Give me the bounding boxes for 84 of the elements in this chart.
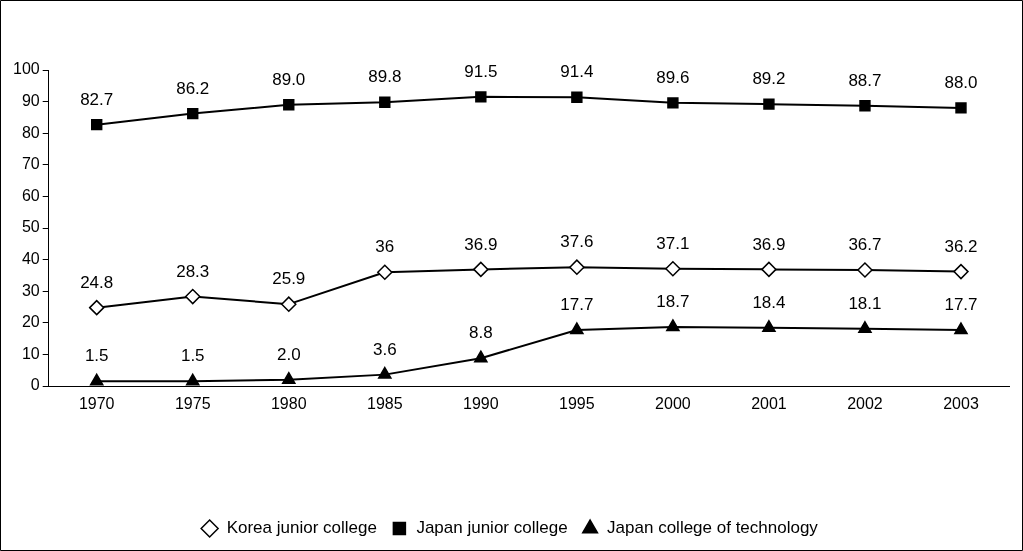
data-label: 36.9 bbox=[752, 234, 786, 254]
y-tick-label: 100 bbox=[12, 60, 40, 78]
data-label: 18.1 bbox=[848, 293, 882, 313]
data-label: 91.4 bbox=[560, 62, 594, 82]
y-tick-label: 0 bbox=[30, 376, 40, 394]
point bbox=[954, 322, 968, 335]
data-label: 17.7 bbox=[560, 295, 594, 315]
y-tick-label: 60 bbox=[21, 186, 40, 204]
point bbox=[377, 264, 393, 280]
data-label: 24.8 bbox=[80, 272, 114, 292]
y-tick-label: 70 bbox=[21, 155, 40, 173]
point bbox=[89, 373, 104, 386]
legend-label: Korea junior college bbox=[226, 518, 377, 538]
data-label: 37.6 bbox=[560, 232, 594, 252]
point bbox=[185, 373, 200, 386]
data-label: 86.2 bbox=[176, 78, 210, 98]
data-label: 17.7 bbox=[944, 295, 978, 315]
point bbox=[473, 261, 489, 278]
data-label: 25.9 bbox=[272, 269, 306, 289]
point bbox=[184, 288, 201, 305]
point bbox=[283, 99, 295, 111]
x-tick-label: 1995 bbox=[559, 395, 595, 413]
point bbox=[187, 107, 199, 120]
point bbox=[569, 259, 585, 275]
data-label: 36.7 bbox=[848, 235, 882, 255]
data-label: 88.0 bbox=[944, 73, 978, 93]
point bbox=[762, 320, 776, 333]
point bbox=[761, 261, 777, 278]
data-label: 1.5 bbox=[180, 346, 205, 366]
point bbox=[281, 296, 297, 312]
point bbox=[858, 321, 872, 334]
point bbox=[953, 263, 969, 280]
y-tick-label: 40 bbox=[21, 250, 40, 268]
y-tick-label: 80 bbox=[21, 123, 40, 141]
x-tick-label: 1980 bbox=[270, 395, 307, 413]
data-label: 2.0 bbox=[276, 344, 301, 364]
x-tick-label: 1975 bbox=[174, 395, 211, 413]
point bbox=[475, 91, 487, 103]
y-tick-label: 10 bbox=[21, 344, 40, 362]
data-label: 89.0 bbox=[272, 69, 306, 89]
x-tick-label: 2001 bbox=[751, 395, 787, 413]
x-tick-label: 1970 bbox=[78, 395, 115, 413]
point bbox=[379, 96, 391, 108]
point bbox=[859, 100, 871, 112]
data-label: 91.5 bbox=[464, 62, 498, 82]
data-label: 1.5 bbox=[84, 346, 109, 366]
data-label: 28.3 bbox=[176, 261, 210, 281]
data-label: 18.4 bbox=[752, 293, 786, 313]
x-tick-label: 2000 bbox=[655, 395, 691, 413]
point bbox=[88, 299, 105, 316]
point bbox=[474, 350, 488, 363]
data-label: 18.7 bbox=[656, 292, 690, 312]
data-label: 36.2 bbox=[944, 236, 978, 256]
data-label: 3.6 bbox=[372, 339, 397, 359]
point bbox=[955, 102, 967, 114]
point bbox=[857, 262, 873, 278]
point bbox=[91, 118, 103, 131]
data-label: 89.6 bbox=[656, 68, 690, 88]
data-label: 36 bbox=[375, 237, 395, 257]
point bbox=[281, 371, 296, 384]
point bbox=[665, 261, 681, 277]
data-label: 36.9 bbox=[464, 234, 498, 254]
legend-label: Japan junior college bbox=[416, 518, 568, 538]
data-label: 37.1 bbox=[656, 233, 690, 253]
point bbox=[570, 322, 584, 335]
point bbox=[666, 319, 680, 332]
data-label: 88.7 bbox=[848, 70, 882, 90]
data-label: 82.7 bbox=[80, 89, 114, 109]
y-tick-label: 90 bbox=[21, 92, 40, 110]
y-tick-label: 50 bbox=[21, 218, 40, 236]
point bbox=[571, 91, 583, 103]
point bbox=[763, 98, 775, 110]
y-tick-label: 30 bbox=[21, 281, 40, 299]
x-tick-label: 2003 bbox=[943, 395, 979, 413]
data-label: 8.8 bbox=[469, 323, 493, 343]
data-label: 89.8 bbox=[368, 67, 402, 87]
x-tick-label: 1985 bbox=[367, 395, 403, 413]
x-tick-label: 1990 bbox=[463, 395, 499, 413]
y-tick-label: 20 bbox=[21, 313, 40, 331]
data-label: 89.2 bbox=[752, 69, 786, 89]
point bbox=[377, 366, 392, 379]
legend-label: Japan college of technology bbox=[607, 518, 819, 538]
point bbox=[667, 97, 679, 109]
x-tick-label: 2002 bbox=[847, 395, 883, 413]
